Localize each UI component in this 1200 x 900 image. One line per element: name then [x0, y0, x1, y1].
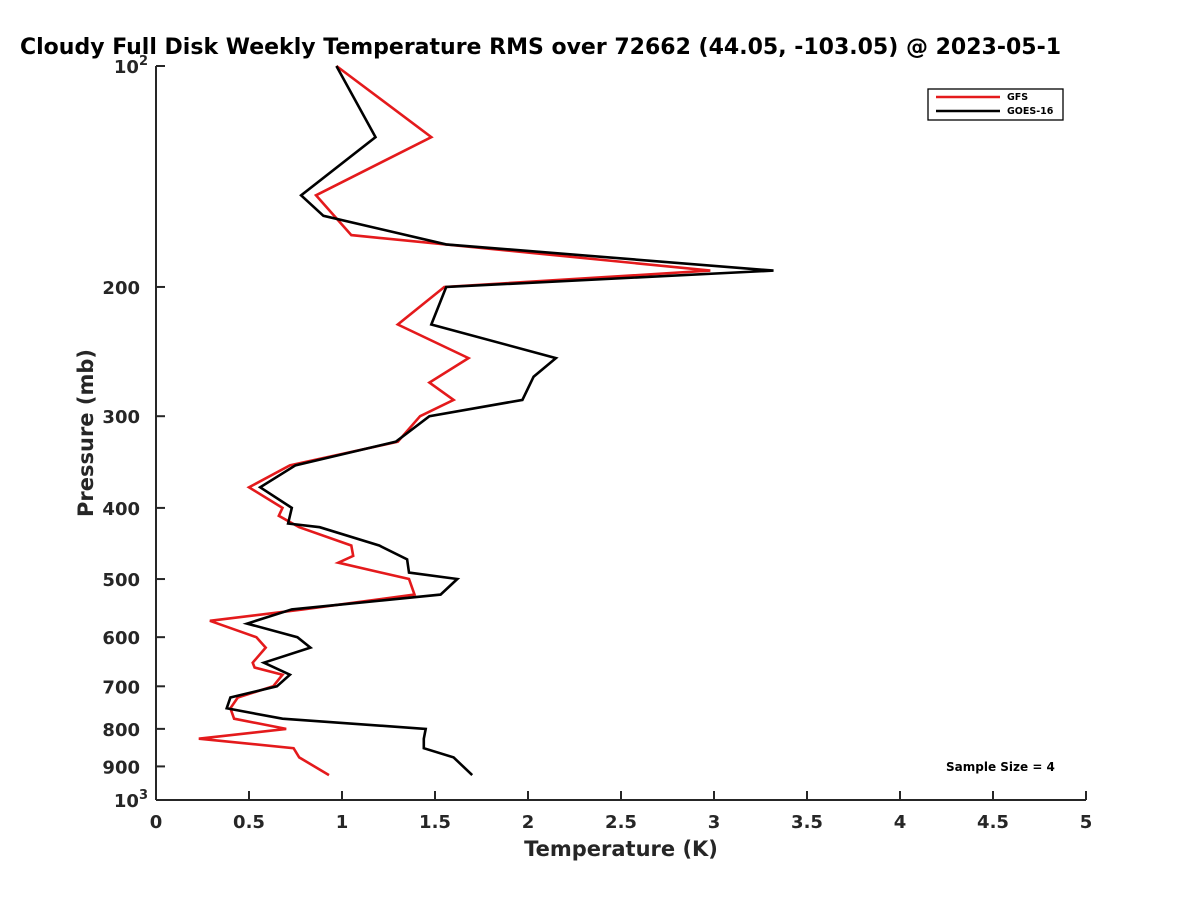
legend-label-gfs: GFS: [1007, 92, 1028, 103]
legend-label-goes16: GOES-16: [1007, 106, 1054, 117]
y-tick-label: 700: [102, 677, 140, 698]
x-tick-label: 4: [894, 812, 907, 833]
x-tick-label: 0: [150, 812, 163, 833]
y-tick-label: 500: [102, 570, 140, 591]
series-line-gfs: [198, 64, 711, 777]
x-tick-label: 1.5: [419, 812, 451, 833]
x-tick-label: 3: [708, 812, 721, 833]
y-axis-label: Pressure (mb): [74, 349, 98, 517]
y-axis-ticks: 102 200 300 400 500 600 700 800 900 103: [102, 54, 165, 812]
legend: GFS GOES-16: [927, 88, 1064, 121]
x-tick-label: 2.5: [605, 812, 637, 833]
x-tick-label: 0.5: [233, 812, 265, 833]
series-line-goes-16: [224, 65, 774, 777]
x-tick-label: 1: [336, 812, 349, 833]
y-tick-label: 200: [102, 278, 140, 299]
x-tick-label: 2: [522, 812, 535, 833]
chart-title: Cloudy Full Disk Weekly Temperature RMS …: [20, 35, 1061, 60]
y-tick-label: 300: [102, 407, 140, 428]
y-tick-label: 600: [102, 628, 140, 649]
legend-box: [927, 88, 1064, 121]
y-tick-label: 800: [102, 720, 140, 741]
series-layer: [198, 64, 774, 777]
y-tick-label: 400: [102, 499, 140, 520]
y-tick-label: 103: [114, 788, 148, 812]
y-tick-label: 900: [102, 757, 140, 778]
y-tick-label: 102: [114, 54, 148, 78]
sample-size-annotation: Sample Size = 4: [946, 760, 1055, 774]
x-axis-label: Temperature (K): [524, 837, 718, 861]
x-tick-label: 5: [1080, 812, 1093, 833]
x-tick-label: 3.5: [791, 812, 823, 833]
x-axis-ticks: 0 0.5 1 1.5 2 2.5 3 3.5 4 4.5 5: [150, 791, 1093, 833]
x-tick-label: 4.5: [977, 812, 1009, 833]
